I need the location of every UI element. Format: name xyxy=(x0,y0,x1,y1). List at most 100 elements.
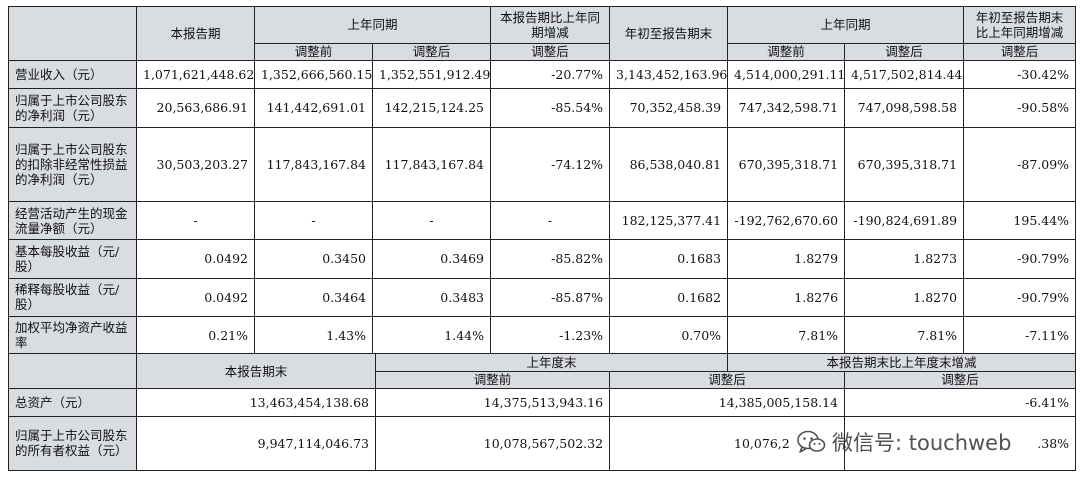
cell-value: -7.11% xyxy=(963,315,1077,355)
header-after-adj: 调整后 xyxy=(371,42,492,62)
cell-value: 0.0492 xyxy=(136,238,255,279)
table-row: 总资产（元） 13,463,454,138.68 14,375,513,943.… xyxy=(8,388,1077,417)
cell-value: 1.8279 xyxy=(727,238,846,279)
cell-value: 117,843,167.84 xyxy=(371,126,492,203)
cell-value: -6.41% xyxy=(844,388,1077,417)
cell-value: 10,078,567,502.32 xyxy=(374,415,611,472)
cell-value: -30.42% xyxy=(963,60,1077,89)
cell-value: -190,824,691.89 xyxy=(844,201,965,240)
cell-value: - xyxy=(490,201,611,240)
cell-value: 14,385,005,158.14 xyxy=(609,388,846,417)
cell-value: 86,538,040.81 xyxy=(609,126,729,203)
table-row: 归属于上市公司股东的扣除非经常性损益的净利润（元） 30,503,203.27 … xyxy=(8,126,1077,203)
wechat-icon xyxy=(796,429,826,455)
cell-value: 1,071,621,448.62 xyxy=(136,60,255,89)
cell-value: 117,843,167.84 xyxy=(254,126,373,203)
cell-value: -85.54% xyxy=(490,87,611,128)
cell-value: 142,215,124.25 xyxy=(371,87,492,128)
table-row: 基本每股收益（元/股） 0.0492 0.3450 0.3469 -85.82%… xyxy=(8,238,1077,279)
cell-value: 9,947,114,046.73 xyxy=(136,415,376,472)
row-label: 基本每股收益（元/股） xyxy=(8,238,137,279)
cell-value: 13,463,454,138.68 xyxy=(136,388,376,417)
cell-value: -90.79% xyxy=(963,277,1077,317)
cell-value: 0.0492 xyxy=(136,277,255,317)
header-prev-period: 上年同期 xyxy=(253,6,492,44)
cell-value: 0.70% xyxy=(609,315,729,355)
cell-value: 0.1682 xyxy=(609,277,729,317)
cell-value: -90.58% xyxy=(963,87,1077,128)
header-ytd-after-adj: 调整后 xyxy=(963,42,1077,62)
table-row: 稀释每股收益（元/股） 0.0492 0.3464 0.3483 -85.87%… xyxy=(8,277,1077,317)
financial-table: 本报告期 上年同期 本报告期比上年同期增减 年初至报告期末 上年同期 年初至报告… xyxy=(8,5,1077,472)
header2-after-adj: 调整后 xyxy=(609,370,846,390)
cell-value: 747,098,598.58 xyxy=(844,87,965,128)
header2-period-end: 本报告期末 xyxy=(136,353,376,390)
cell-value: 195.44% xyxy=(963,201,1077,240)
cell-value: 7.81% xyxy=(727,315,846,355)
header2-label-corner xyxy=(8,353,137,390)
header-before-adj: 调整前 xyxy=(254,42,373,62)
table-row: 加权平均净资产收益率 0.21% 1.43% 1.44% -1.23% 0.70… xyxy=(8,315,1077,355)
cell-value: - xyxy=(254,201,373,240)
cell-value: -85.87% xyxy=(490,277,611,317)
cell-value: 10,076,2 xyxy=(609,415,846,472)
header-after-adj2: 调整后 xyxy=(844,42,965,62)
row-label: 归属于上市公司股东的扣除非经常性损益的净利润（元） xyxy=(8,126,137,203)
cell-value: 30,503,203.27 xyxy=(136,126,255,203)
header-before-adj2: 调整前 xyxy=(727,42,846,62)
header2-after-adj2: 调整后 xyxy=(844,370,1077,390)
cell-value: 747,342,598.71 xyxy=(727,87,846,128)
cell-value: 4,517,502,814.44 xyxy=(844,60,965,89)
cell-value: 670,395,318.71 xyxy=(727,126,846,203)
cell-value: 670,395,318.71 xyxy=(844,126,965,203)
table-row: 归属于上市公司股东的所有者权益（元） 9,947,114,046.73 10,0… xyxy=(8,415,1077,472)
cell-value: 1.43% xyxy=(254,315,373,355)
cell-value: 14,375,513,943.16 xyxy=(374,388,611,417)
cell-value: 7.81% xyxy=(844,315,965,355)
cell-value: 1.8270 xyxy=(844,277,965,317)
cell-value: 4,514,000,291.11 xyxy=(727,60,845,89)
cell-value: -1.23% xyxy=(490,315,611,355)
cell-value: -20.77% xyxy=(490,60,611,89)
header-label-corner xyxy=(8,5,137,62)
header-ytd-end: 年初至报告期末 xyxy=(609,5,729,62)
cell-value: -74.12% xyxy=(490,126,611,203)
cell-value: 182,125,377.41 xyxy=(609,201,729,240)
watermark-text: 微信号: touchweb xyxy=(832,431,1012,455)
header-yoy-change: 本报告期比上年同期增减 xyxy=(490,6,611,44)
cell-value: 0.1683 xyxy=(609,238,729,279)
row-label: 加权平均净资产收益率 xyxy=(8,315,137,355)
cell-value: - xyxy=(136,201,255,240)
row-label: 经营活动产生的现金流量净额（元） xyxy=(8,201,137,240)
cell-value: - xyxy=(371,201,492,240)
row-label: 稀释每股收益（元/股） xyxy=(8,277,137,317)
cell-value: .38% xyxy=(844,415,1077,472)
cell-value: 0.3483 xyxy=(371,277,492,317)
cell-value: 1,352,551,912.49 xyxy=(371,60,492,89)
cell-value: 20,563,686.91 xyxy=(136,87,255,128)
table-row: 归属于上市公司股东的净利润（元） 20,563,686.91 141,442,6… xyxy=(8,87,1077,128)
table-row: 营业收入（元） 1,071,621,448.62 1,352,666,560.1… xyxy=(8,60,1077,89)
cell-value: 1.44% xyxy=(371,315,492,355)
cell-value: 141,442,691.01 xyxy=(254,87,373,128)
header2-change: 本报告期末比上年度末增减 xyxy=(727,353,1077,372)
row-label: 归属于上市公司股东的所有者权益（元） xyxy=(8,415,137,472)
cell-value: 0.3469 xyxy=(371,238,492,279)
row-label: 总资产（元） xyxy=(8,388,137,417)
header-yoy-after-adj: 调整后 xyxy=(490,42,611,62)
cell-value: 1.8273 xyxy=(844,238,965,279)
header2-prev-year-end: 上年度末 xyxy=(374,353,729,372)
row-label: 营业收入（元） xyxy=(8,60,137,89)
cell-value: 0.3464 xyxy=(254,277,373,317)
cell-value: -90.79% xyxy=(963,238,1077,279)
cell-value: 0.3450 xyxy=(254,238,373,279)
header-prev-period2: 上年同期 xyxy=(727,6,965,44)
cell-value: -85.82% xyxy=(490,238,611,279)
header2-before-adj: 调整前 xyxy=(374,370,611,390)
cell-value: 70,352,458.39 xyxy=(609,87,729,128)
watermark: 微信号: touchweb xyxy=(796,428,1011,456)
table-row: 经营活动产生的现金流量净额（元） - - - - 182,125,377.41 … xyxy=(8,201,1077,240)
cell-value: -192,762,670.60 xyxy=(727,201,846,240)
cell-value: 1.8276 xyxy=(727,277,846,317)
cell-value: -87.09% xyxy=(963,126,1077,203)
